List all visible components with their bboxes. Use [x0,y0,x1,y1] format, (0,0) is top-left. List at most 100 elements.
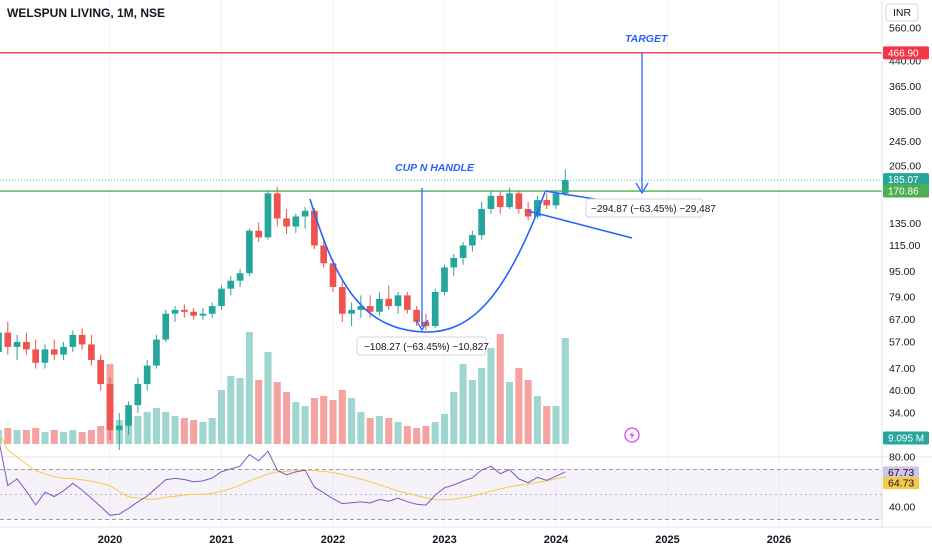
cup-measure-box [356,336,487,356]
volume-bar [533,396,541,444]
candle-body [171,309,179,314]
target-price-badge [883,46,929,60]
price-tick-label: 34.00 [889,408,915,420]
candle-body [320,245,328,264]
candle-body [134,383,142,406]
volume-bar [329,400,337,444]
candle-body [403,295,411,310]
volume-bar [478,368,486,444]
price-tick-label: 560.00 [889,22,921,34]
price-tick-label: 40.00 [889,385,915,397]
candle-body [78,334,86,345]
candle-body [348,309,355,314]
candle-body [69,334,77,347]
volume-bar [440,414,449,444]
price-tick-label: 47.00 [889,363,915,375]
candle-body [106,383,114,431]
volume-bar [245,332,253,444]
volume-bar [78,432,86,444]
price-tick-label: 365.00 [889,81,921,93]
drawings[interactable]: TARGET CUP N HANDLE −108.27 (−63.45%) −10,… [309,33,716,356]
candle-body [208,306,216,314]
cup-curve [309,191,546,333]
volume-bar [13,430,21,444]
volume-bar [413,428,421,444]
handle-lower-line [527,210,633,239]
candle-body [255,230,263,238]
candle-body [450,257,458,268]
resistance-price-badge [883,184,929,198]
volume-bar [422,426,430,444]
pattern-annotation: CUP N HANDLE [395,162,475,174]
candle-body [246,230,253,274]
volume-bar [87,430,95,444]
candlesticks [0,169,569,450]
volume-bar [459,364,467,444]
candle-body [60,346,67,355]
candle-body [41,349,49,363]
currency-label: INR [893,7,912,19]
candle-body [199,313,207,316]
volume-bar [310,398,318,444]
time-tick-label: 2023 [432,534,456,546]
price-tick-label: 67.00 [889,314,915,326]
candle-body [561,180,569,194]
volume-bar [292,402,300,444]
handle-measure-box [585,198,704,218]
volume-bar [22,430,30,444]
candle-body [273,193,281,219]
volume-bar [338,390,346,444]
price-tick-label: 305.00 [889,106,921,118]
candle-body [329,263,337,288]
rsi-last-badge [883,466,919,479]
volume-bar [515,368,523,444]
candle-body [366,306,374,312]
candle-body [218,288,225,307]
candle-body [23,341,30,350]
price-tick-label: 79.00 [889,292,915,304]
price-axis[interactable]: 560.00440.00365.00305.00245.00205.00135.… [889,22,921,419]
volume-bar [320,396,328,444]
flash-icon[interactable] [624,427,640,443]
volume-bar [69,430,77,444]
rsi-last-text: 67.73 [888,467,914,479]
volume-bar [134,416,142,444]
rsi-axis: 80.00 40.00 [889,452,915,514]
candle-body [552,193,560,206]
volume-bar [506,382,514,444]
target-price-badge-text: 466.90 [888,48,919,59]
candle-body [283,218,290,227]
grid [109,0,780,527]
volume-bar [255,380,263,444]
candle-body [32,349,40,363]
candle-body [153,339,160,366]
time-axis[interactable]: 2020 2021 2022 2023 2024 2025 2026 [98,534,791,546]
candle-body [88,344,95,360]
rsi-ma-text: 64.73 [888,478,914,490]
volume-bar [496,334,504,444]
currency-button[interactable] [885,3,919,22]
candle-body [496,195,504,208]
volume-bar [561,338,569,444]
candle-body [534,200,541,217]
volume-bar [431,422,439,444]
volume-badge [883,431,929,445]
price-tick-label: 95.00 [889,266,915,278]
volume-bar [552,406,560,444]
rsi-line [0,443,566,516]
volume-bar [143,412,151,444]
candle-body [311,210,318,246]
volume-bar [60,432,68,444]
time-tick-label: 2020 [98,534,122,546]
candle-body [459,245,467,258]
volume-bar [199,422,207,444]
volume-badge-text: 9.095 M [888,434,924,445]
volume-bar [543,406,551,444]
chart-title: WELSPUN LIVING, 1M, NSE [7,6,165,20]
volume-bar [524,380,532,444]
candle-body [162,313,170,340]
candle-body [487,195,495,209]
target-annotation: TARGET [625,33,669,45]
volume-bar [366,418,374,444]
